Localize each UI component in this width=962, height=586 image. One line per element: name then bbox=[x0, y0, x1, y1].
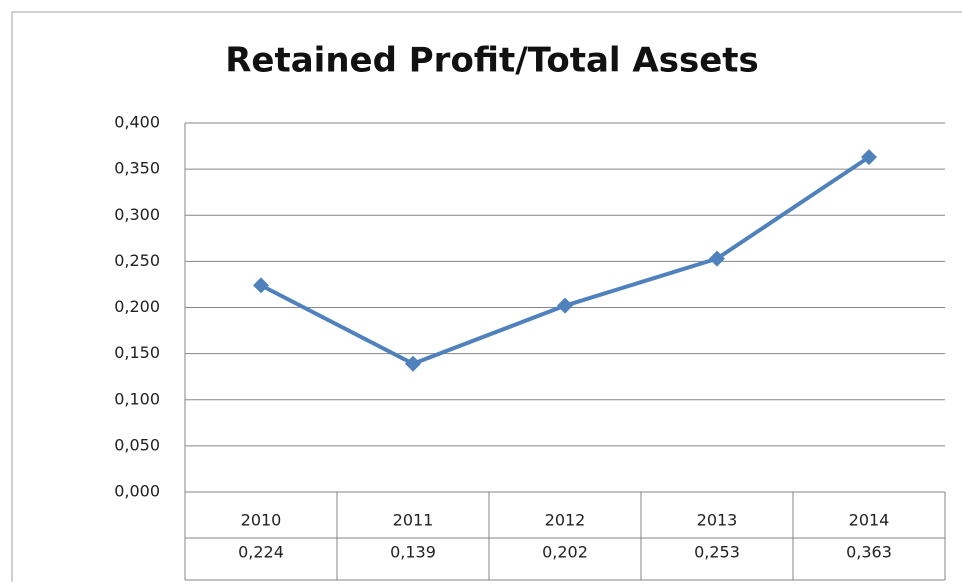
data-table-value: 0,139 bbox=[390, 543, 436, 562]
y-tick-label: 0,100 bbox=[114, 389, 160, 408]
y-tick-label: 0,250 bbox=[114, 251, 160, 270]
x-tick-label: 2012 bbox=[545, 511, 586, 530]
marker bbox=[253, 277, 269, 294]
y-tick-label: 0,350 bbox=[114, 159, 160, 178]
x-tick-label: 2011 bbox=[393, 511, 434, 530]
y-tick-label: 0,000 bbox=[114, 482, 160, 501]
y-tick-label: 0,200 bbox=[114, 297, 160, 316]
y-tick-label: 0,050 bbox=[114, 435, 160, 454]
data-table-value: 0,363 bbox=[846, 543, 892, 562]
x-tick-label: 2014 bbox=[849, 511, 890, 530]
data-table-value: 0,224 bbox=[238, 543, 284, 562]
y-tick-label: 0,150 bbox=[114, 343, 160, 362]
x-tick-label: 2010 bbox=[241, 511, 282, 530]
x-tick-label: 2013 bbox=[697, 511, 738, 530]
data-table-value: 0,253 bbox=[694, 543, 740, 562]
marker bbox=[861, 149, 877, 166]
marker bbox=[405, 355, 421, 372]
y-tick-label: 0,400 bbox=[114, 113, 160, 132]
marker bbox=[557, 297, 573, 314]
y-tick-label: 0,300 bbox=[114, 205, 160, 224]
data-table-value: 0,202 bbox=[542, 543, 588, 562]
chart-frame bbox=[11, 11, 962, 586]
chart-title: Retained Profit/Total Assets bbox=[225, 41, 759, 81]
marker bbox=[709, 250, 725, 267]
